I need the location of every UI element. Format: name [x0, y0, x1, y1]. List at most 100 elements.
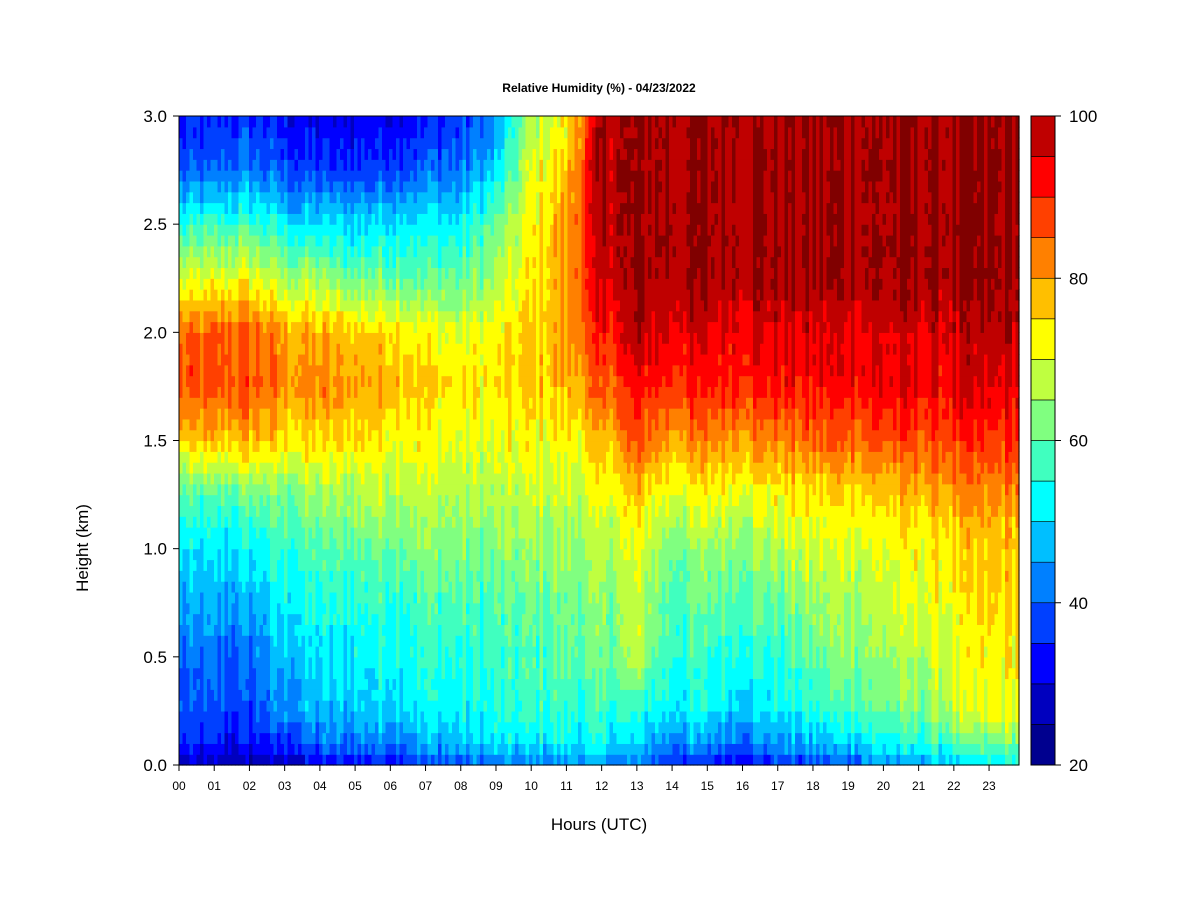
heatmap-cell: [274, 127, 278, 138]
heatmap-cell: [246, 549, 250, 560]
heatmap-cell: [466, 289, 470, 300]
heatmap-cell: [183, 505, 187, 516]
heatmap-cell: [190, 441, 194, 452]
heatmap-cell: [396, 570, 400, 581]
heatmap-cell: [438, 603, 442, 614]
heatmap-cell: [375, 386, 379, 397]
heatmap-cell: [253, 365, 257, 376]
heatmap-cell: [232, 646, 236, 657]
heatmap-cell: [466, 311, 470, 322]
heatmap-cell: [260, 386, 264, 397]
heatmap-cell: [466, 473, 470, 484]
heatmap-cell: [291, 257, 295, 268]
heatmap-cell: [253, 159, 257, 170]
heatmap-cell: [340, 646, 344, 657]
heatmap-cell: [410, 408, 414, 419]
heatmap-cell: [242, 257, 246, 268]
heatmap-cell: [459, 711, 463, 722]
heatmap-cell: [435, 678, 439, 689]
heatmap-cell: [431, 300, 435, 311]
heatmap-cell: [368, 451, 372, 462]
heatmap-cell: [295, 635, 299, 646]
heatmap-cell: [438, 354, 442, 365]
heatmap-cell: [326, 376, 330, 387]
heatmap-cell: [225, 603, 229, 614]
heatmap-cell: [449, 224, 453, 235]
heatmap-cell: [417, 138, 421, 149]
heatmap-cell: [312, 646, 316, 657]
heatmap-cell: [186, 235, 190, 246]
heatmap-cell: [340, 689, 344, 700]
heatmap-cell: [190, 711, 194, 722]
heatmap-cell: [298, 441, 302, 452]
heatmap-cell: [326, 614, 330, 625]
heatmap-cell: [193, 224, 197, 235]
heatmap-cell: [277, 624, 281, 635]
heatmap-cell: [445, 462, 449, 473]
heatmap-cell: [442, 473, 446, 484]
heatmap-cell: [200, 354, 204, 365]
heatmap-cell: [347, 343, 351, 354]
heatmap-cell: [424, 451, 428, 462]
heatmap-cell: [466, 365, 470, 376]
heatmap-cell: [225, 116, 229, 127]
heatmap-cell: [452, 559, 456, 570]
heatmap-cell: [340, 354, 344, 365]
heatmap-cell: [232, 192, 236, 203]
heatmap-cell: [396, 365, 400, 376]
heatmap-cell: [333, 549, 337, 560]
heatmap-cell: [424, 386, 428, 397]
heatmap-cell: [442, 257, 446, 268]
heatmap-cell: [449, 138, 453, 149]
heatmap-cell: [319, 376, 323, 387]
heatmap-cell: [288, 300, 292, 311]
heatmap-cell: [368, 495, 372, 506]
heatmap-cell: [368, 170, 372, 181]
heatmap-cell: [389, 570, 393, 581]
heatmap-cell: [351, 246, 355, 257]
heatmap-cell: [207, 559, 211, 570]
heatmap-cell: [424, 711, 428, 722]
heatmap-cell: [221, 397, 225, 408]
heatmap-cell: [302, 170, 306, 181]
heatmap-cell: [197, 678, 201, 689]
heatmap-cell: [312, 278, 316, 289]
heatmap-cell: [354, 614, 358, 625]
heatmap-cell: [270, 495, 274, 506]
heatmap-cell: [470, 614, 474, 625]
heatmap-cell: [466, 754, 470, 765]
heatmap-cell: [256, 614, 260, 625]
heatmap-cell: [410, 754, 414, 765]
heatmap-cell: [358, 462, 362, 473]
heatmap-cell: [193, 711, 197, 722]
heatmap-cell: [421, 700, 425, 711]
heatmap-cell: [424, 192, 428, 203]
heatmap-cell: [186, 624, 190, 635]
heatmap-cell: [253, 170, 257, 181]
heatmap-cell: [263, 646, 267, 657]
heatmap-cell: [340, 570, 344, 581]
heatmap-cell: [288, 646, 292, 657]
heatmap-cell: [351, 473, 355, 484]
heatmap-cell: [456, 148, 460, 159]
heatmap-cell: [225, 332, 229, 343]
heatmap-cell: [277, 289, 281, 300]
heatmap-cell: [442, 592, 446, 603]
heatmap-cell: [225, 754, 229, 765]
heatmap-cell: [379, 635, 383, 646]
heatmap-cell: [228, 289, 232, 300]
heatmap-cell: [393, 516, 397, 527]
heatmap-cell: [211, 300, 215, 311]
heatmap-cell: [410, 354, 414, 365]
heatmap-cell: [239, 495, 243, 506]
heatmap-cell: [277, 527, 281, 538]
heatmap-cell: [270, 224, 274, 235]
heatmap-cell: [249, 192, 253, 203]
heatmap-cell: [221, 624, 225, 635]
heatmap-cell: [246, 754, 250, 765]
heatmap-cell: [309, 203, 313, 214]
heatmap-cell: [456, 581, 460, 592]
heatmap-cell: [435, 462, 439, 473]
heatmap-cell: [354, 495, 358, 506]
heatmap-cell: [312, 635, 316, 646]
